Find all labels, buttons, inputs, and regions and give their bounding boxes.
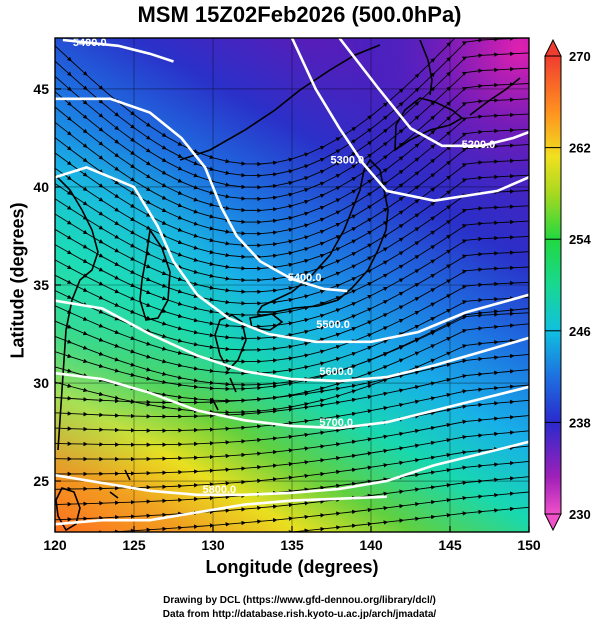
height-contour-label: 5200.0	[462, 139, 496, 151]
y-tick-label: 40	[33, 179, 49, 195]
x-tick-label: 130	[201, 537, 225, 553]
x-tick-label: 135	[280, 537, 304, 553]
height-contours	[55, 38, 529, 526]
y-tick-label: 30	[33, 375, 49, 391]
credit-line-data-source: Data from http://database.rish.kyoto-u.a…	[162, 609, 437, 620]
y-tick-label: 45	[33, 81, 49, 97]
axis-ticks: 120 125 130 135 140 145 150 25 30 35 40 45	[33, 81, 540, 553]
colorbar-top-arrow	[544, 38, 562, 57]
height-contour-line	[55, 495, 387, 526]
height-contour-line	[290, 38, 529, 203]
kuril-islands	[469, 77, 521, 116]
colorbar-tick-label: 246	[569, 324, 591, 339]
height-contour-label: 5500.0	[316, 319, 350, 331]
colorbar: 230 238 246 254 262 270	[544, 38, 591, 532]
height-contour-line	[55, 166, 529, 344]
height-contour-label: 5600.0	[319, 366, 353, 378]
okinawa-islands	[109, 377, 237, 499]
height-contour-line	[55, 299, 529, 383]
streamlines	[55, 38, 529, 532]
colorbar-tick-label: 230	[569, 507, 591, 522]
height-contour-line	[62, 38, 174, 63]
colorbar-tick-label: 254	[569, 232, 591, 247]
colorbar-tick-label: 238	[569, 415, 591, 430]
height-contour-line	[55, 97, 348, 293]
x-tick-label: 120	[43, 537, 67, 553]
x-tick-label: 145	[438, 537, 462, 553]
height-contour-label: 5400.0	[288, 272, 322, 284]
height-contour-label: 5300.0	[330, 154, 364, 166]
height-contour-label: 5700.0	[319, 417, 353, 429]
y-tick-label: 25	[33, 473, 49, 489]
credit-line-dcl: Drawing by DCL (https://www.gfd-dennou.o…	[163, 595, 436, 606]
colorbar-tick-label: 270	[569, 49, 591, 64]
colorbar-body	[544, 55, 562, 515]
y-tick-label: 35	[33, 277, 49, 293]
taiwan-coastline	[55, 487, 81, 532]
kyushu-coastline	[214, 314, 247, 372]
colorbar-tick-label: 262	[569, 141, 591, 156]
height-contour-line	[338, 38, 529, 148]
primorye-coastline	[179, 44, 381, 161]
height-contour-label: 5800.0	[202, 484, 236, 496]
x-tick-label: 150	[517, 537, 541, 553]
height-contour-label: 5400.0	[73, 37, 107, 49]
coastlines	[55, 39, 521, 532]
x-tick-label: 125	[122, 537, 146, 553]
plot-title: MSM 15Z02Feb2026 (500.0hPa)	[137, 2, 462, 27]
honshu-coastline	[256, 158, 389, 313]
colorbar-bottom-arrow	[544, 513, 562, 532]
height-contour-line	[55, 440, 529, 497]
height-contour-line	[55, 371, 529, 430]
height-contour-labels: 5400.0 5300.0 5200.0 5400.0 5500.0 5600.0 5700…	[73, 37, 496, 496]
streamline	[67, 506, 529, 532]
x-axis-label: Longitude (degrees)	[205, 557, 379, 577]
china-coastline	[55, 174, 99, 451]
hokkaido-coastline	[394, 97, 464, 152]
korea-coastline	[139, 227, 171, 321]
sakhalin-coastline	[419, 39, 433, 96]
x-tick-label: 140	[359, 537, 383, 553]
